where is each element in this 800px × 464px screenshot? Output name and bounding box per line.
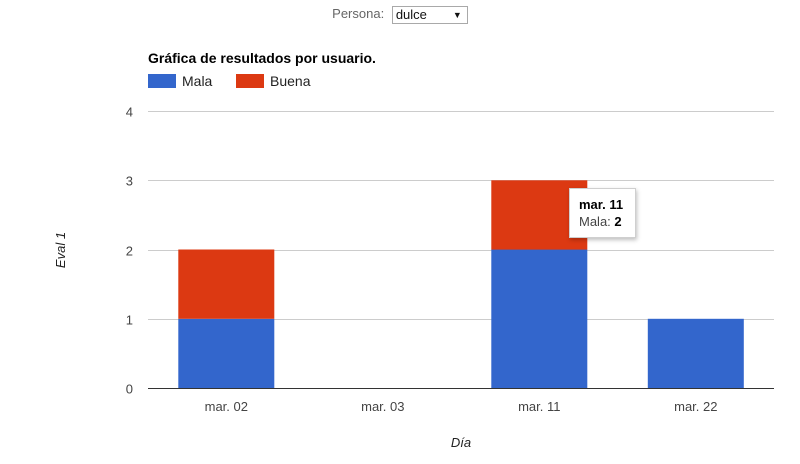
- tooltip-series: Mala:: [579, 214, 611, 229]
- persona-select-value: dulce: [395, 7, 427, 22]
- x-axis-ticks: mar. 02 mar. 03 mar. 11 mar. 22: [205, 399, 718, 414]
- bar-mala[interactable]: [647, 318, 744, 389]
- chart-title: Gráfica de resultados por usuario.: [148, 50, 376, 66]
- legend-swatch-buena: [236, 74, 264, 88]
- tooltip: mar. 11 Mala: 2: [569, 188, 636, 238]
- bar-mala[interactable]: [491, 249, 588, 389]
- legend-label-mala: Mala: [182, 73, 213, 89]
- persona-select[interactable]: dulce ▼: [391, 6, 468, 24]
- y-tick-label: 2: [126, 244, 133, 259]
- legend: Mala Buena: [148, 73, 311, 89]
- legend-label-buena: Buena: [270, 73, 311, 89]
- x-tick-label: mar. 11: [518, 399, 560, 414]
- bar-buena[interactable]: [178, 249, 275, 319]
- y-tick-label: 0: [126, 382, 133, 397]
- x-axis-title: Día: [451, 435, 471, 450]
- y-axis-ticks: 0 1 2 3 4: [126, 105, 133, 397]
- y-tick-label: 4: [126, 105, 133, 120]
- y-tick-label: 3: [126, 174, 133, 189]
- tooltip-title: mar. 11: [579, 197, 624, 212]
- dropdown-arrow-icon: ▼: [452, 10, 462, 20]
- bars: [178, 180, 744, 389]
- x-tick-label: mar. 02: [205, 399, 248, 414]
- y-axis-title: Eval 1: [53, 232, 68, 268]
- tooltip-line: Mala: 2: [579, 213, 626, 230]
- persona-label: Persona:: [332, 6, 385, 22]
- x-tick-label: mar. 22: [674, 399, 717, 414]
- x-tick-label: mar. 03: [361, 399, 404, 414]
- y-tick-label: 1: [126, 313, 133, 328]
- bar-mala[interactable]: [178, 318, 275, 389]
- tooltip-value: 2: [614, 214, 622, 229]
- legend-swatch-mala: [148, 74, 176, 88]
- persona-filter: Persona: dulce ▼: [0, 6, 800, 24]
